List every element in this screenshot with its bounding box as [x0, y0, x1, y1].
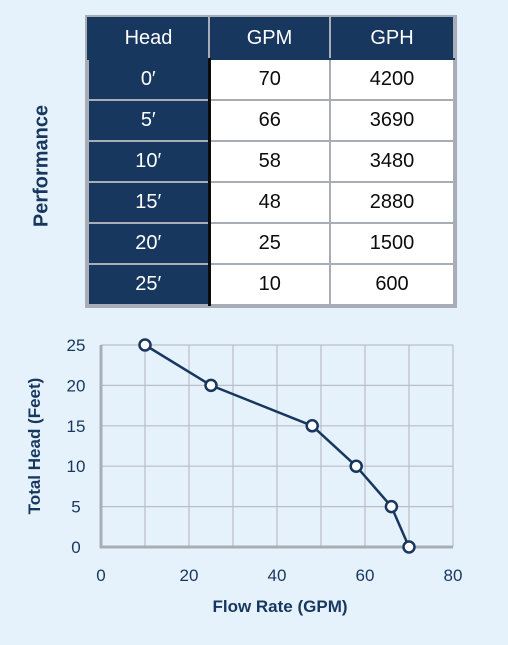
- row-gph-cell: 2880: [329, 181, 455, 224]
- row-head-cell: 0′: [87, 58, 211, 101]
- chart-ticks: 0 20 40 60 80 0 5 10 15 20 25: [67, 336, 463, 585]
- y-axis-label: Total Head (Feet): [25, 378, 44, 515]
- data-point: [204, 378, 218, 393]
- table-row: 20′ 25 1500: [87, 222, 455, 265]
- table-header-row: Head GPM GPH: [87, 17, 455, 60]
- header-gpm: GPM: [208, 17, 331, 60]
- chart-axes: [99, 345, 453, 549]
- y-tick-label: 25: [67, 336, 86, 355]
- x-tick-label: 40: [268, 566, 287, 585]
- data-point: [402, 540, 416, 554]
- data-point: [349, 459, 363, 473]
- y-tick-label: 0: [71, 538, 80, 557]
- x-tick-label: 0: [96, 566, 105, 585]
- table-row: 25′ 10 600: [87, 263, 455, 306]
- table-row: 15′ 48 2880: [87, 181, 455, 224]
- series-line: [144, 343, 411, 548]
- performance-table: Head GPM GPH 0′ 70 4200 5′ 66 3690 10′ 5…: [87, 17, 455, 306]
- y-tick-label: 10: [67, 457, 86, 476]
- x-tick-label: 60: [356, 566, 375, 585]
- header-head: Head: [87, 17, 210, 60]
- row-gph-cell: 3480: [329, 140, 455, 183]
- row-head-cell: 10′: [87, 140, 211, 183]
- y-tick-label: 20: [67, 376, 86, 395]
- row-gpm-cell: 66: [208, 99, 331, 142]
- pump-curve-chart: 0 20 40 60 80 0 5 10 15 20 25 Flow Rate (GPM) Tota…: [25, 336, 463, 616]
- row-gpm-cell: 58: [208, 140, 331, 183]
- header-gph: GPH: [329, 17, 455, 60]
- chart-grid: [101, 344, 454, 547]
- x-axis-label: Flow Rate (GPM): [212, 597, 347, 616]
- data-point: [384, 499, 399, 514]
- row-gph-cell: 3690: [329, 99, 455, 142]
- row-gph-cell: 600: [329, 263, 455, 306]
- row-head-cell: 20′: [87, 222, 211, 265]
- row-gpm-cell: 48: [208, 181, 331, 224]
- row-head-cell: 15′: [87, 181, 211, 224]
- table-row: 5′ 66 3690: [87, 99, 455, 142]
- row-head-cell: 25′: [87, 263, 211, 306]
- row-gpm-cell: 25: [208, 222, 331, 265]
- row-gpm-cell: 70: [208, 58, 331, 101]
- data-point: [305, 419, 319, 433]
- row-gpm-cell: 10: [208, 263, 331, 306]
- row-head-cell: 5′: [87, 99, 211, 142]
- chart-series: [138, 338, 416, 554]
- row-gph-cell: 1500: [329, 222, 455, 265]
- y-tick-label: 5: [71, 498, 80, 517]
- data-point: [138, 338, 152, 352]
- table-row: 0′ 70 4200: [87, 58, 455, 101]
- table-row: 10′ 58 3480: [87, 140, 455, 183]
- performance-label: Performance: [30, 104, 53, 228]
- row-gph-cell: 4200: [329, 58, 455, 101]
- x-tick-label: 80: [444, 566, 463, 585]
- x-tick-label: 20: [180, 566, 199, 585]
- y-tick-label: 15: [67, 417, 86, 436]
